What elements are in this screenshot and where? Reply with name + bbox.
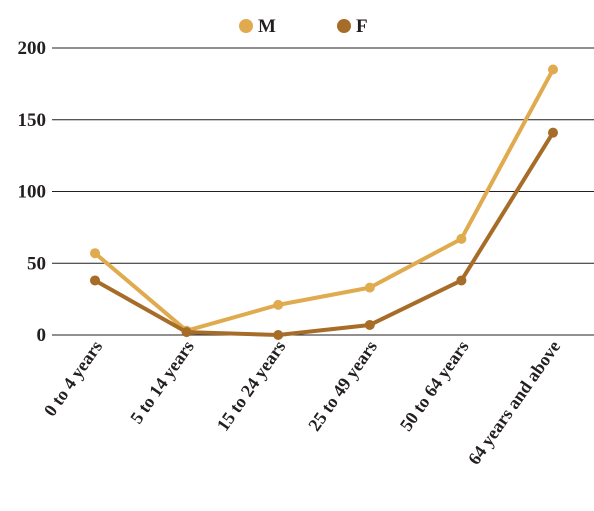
data-point-f-3 <box>364 319 375 330</box>
data-point-m-4 <box>456 233 467 244</box>
data-point-f-1 <box>181 327 192 338</box>
x-tick-label-1: 5 to 14 years <box>126 337 198 428</box>
y-axis-ticks: 0 50 100 150 200 <box>18 38 47 346</box>
data-point-f-0 <box>90 275 100 286</box>
series-lines <box>90 64 558 340</box>
grid <box>52 47 594 336</box>
legend-marker-m <box>239 19 253 33</box>
x-tick-label-0: 0 to 4 years <box>40 337 107 420</box>
x-tick-label-2: 15 to 24 years <box>213 337 290 435</box>
y-tick-label-100: 100 <box>18 182 47 203</box>
y-tick-label-150: 150 <box>18 110 47 131</box>
data-point-m-5 <box>548 64 558 75</box>
series-line-m <box>93 67 555 333</box>
legend-marker-f <box>337 19 351 33</box>
x-axis-labels: 0 to 4 years 5 to 14 years 15 to 24 years 2… <box>40 337 565 468</box>
data-point-f-2 <box>273 330 284 340</box>
data-point-m-2 <box>273 299 284 310</box>
y-tick-label-50: 50 <box>27 253 46 274</box>
y-tick-label-200: 200 <box>18 38 47 59</box>
legend: M F <box>239 16 368 37</box>
data-point-m-3 <box>364 282 375 293</box>
legend-label-m: M <box>258 16 276 37</box>
y-tick-label-0: 0 <box>37 325 47 346</box>
x-tick-label-4: 50 to 64 years <box>396 337 473 435</box>
data-point-f-5 <box>548 127 558 138</box>
data-point-f-4 <box>456 275 467 286</box>
data-point-m-0 <box>90 248 100 259</box>
x-tick-label-5: 64 years and above <box>464 337 564 468</box>
x-tick-label-3: 25 to 49 years <box>304 337 381 435</box>
series-line-f <box>93 130 555 337</box>
legend-label-f: F <box>356 16 368 37</box>
